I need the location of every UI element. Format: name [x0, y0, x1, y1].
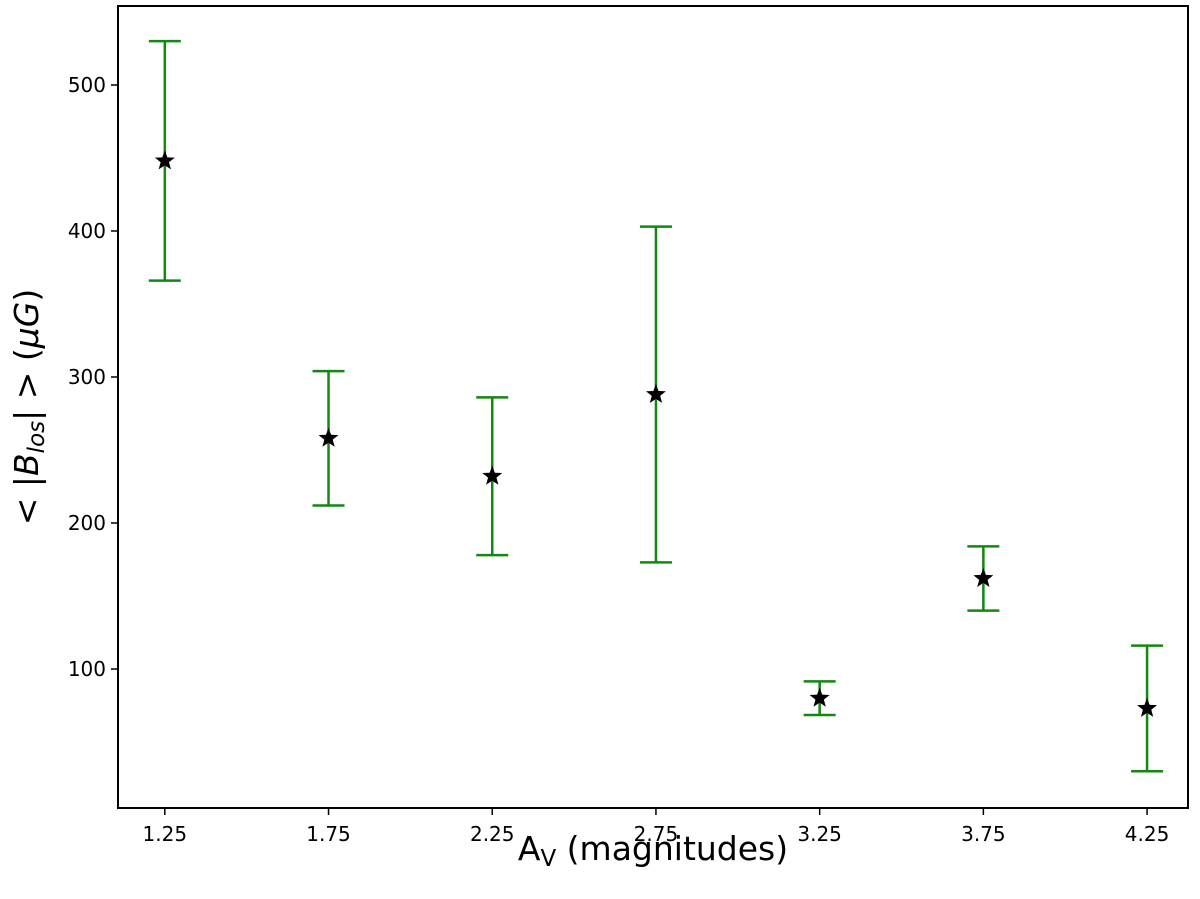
label-part: (magnitudes) [556, 829, 788, 868]
x-tick-label: 1.25 [143, 822, 188, 846]
y-axis-label: < |Blos| > (μG) [7, 289, 50, 525]
star-marker [809, 687, 830, 707]
star-marker [973, 567, 994, 587]
star-marker [318, 427, 339, 447]
label-part: < | [7, 476, 46, 525]
label-part: V [540, 846, 556, 872]
x-axis-label: AV (magnitudes) [518, 829, 788, 872]
label-part: ) [7, 289, 46, 302]
y-tick-label: 200 [68, 511, 106, 535]
label-part: | > ( [7, 348, 46, 421]
x-tick-label: 3.75 [961, 822, 1006, 846]
y-tick-label: 300 [68, 365, 106, 389]
x-tick-label: 3.25 [797, 822, 842, 846]
x-tick-label: 1.75 [306, 822, 351, 846]
label-part: A [518, 829, 541, 868]
label-part: los [24, 421, 50, 453]
y-tick-label: 500 [68, 73, 106, 97]
x-tick-label: 4.25 [1125, 822, 1170, 846]
label-part: μG [7, 302, 46, 350]
y-tick-label: 400 [68, 219, 106, 243]
star-marker [154, 150, 175, 170]
y-tick-label: 100 [68, 657, 106, 681]
plot-frame [117, 5, 1189, 809]
x-tick-label: 2.25 [470, 822, 515, 846]
x-tick-label: 2.75 [634, 822, 679, 846]
label-part: B [7, 453, 46, 476]
star-marker [482, 465, 503, 485]
star-marker [1137, 697, 1158, 717]
star-marker [645, 384, 666, 404]
